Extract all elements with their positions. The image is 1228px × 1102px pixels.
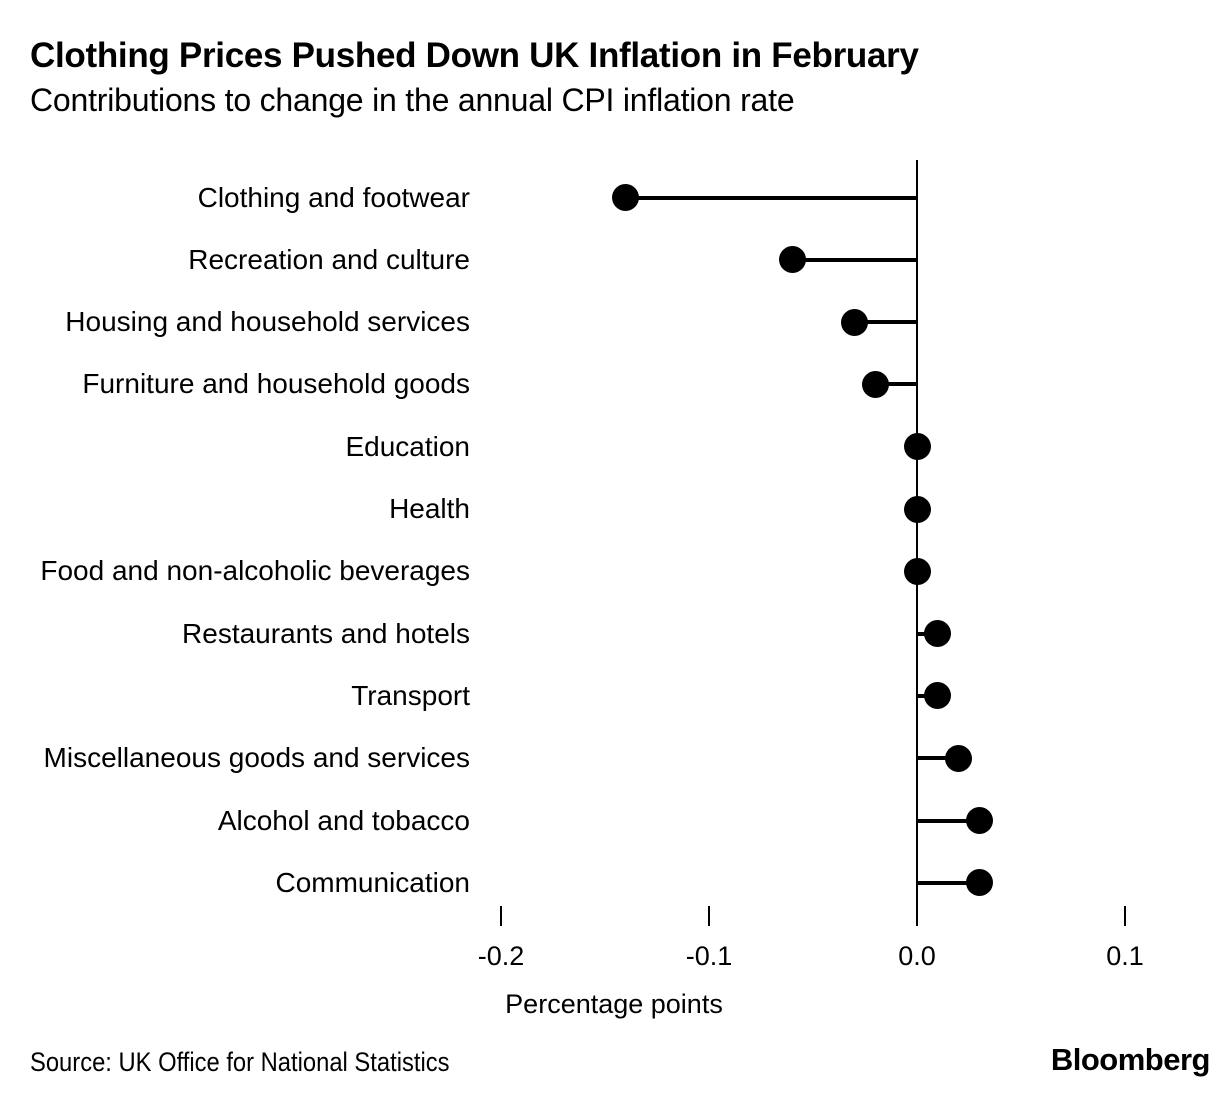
lollipop-dot xyxy=(924,620,952,648)
lollipop-dot xyxy=(903,495,931,523)
lollipop-dot xyxy=(903,433,931,461)
category-label-furniture-and-household-goods: Furniture and household goods xyxy=(82,368,470,400)
lollipop-dot xyxy=(965,869,993,897)
category-label-clothing-and-footwear: Clothing and footwear xyxy=(197,181,470,213)
lollipop-dot xyxy=(612,184,640,211)
lollipop-dot xyxy=(861,370,889,398)
lollipop-stem xyxy=(625,195,917,200)
lollipop-dot xyxy=(965,807,993,834)
x-tick-label: -0.2 xyxy=(477,941,525,971)
x-tick xyxy=(708,906,710,926)
x-tick xyxy=(500,906,502,926)
lollipop-dot xyxy=(924,682,952,710)
category-label-health: Health xyxy=(389,493,470,524)
category-label-education: Education xyxy=(345,430,470,462)
category-label-housing-and-household-services: Housing and household services xyxy=(65,306,470,338)
chart-title: Clothing Prices Pushed Down UK Inflation… xyxy=(30,36,919,75)
chart-subtitle: Contributions to change in the annual CP… xyxy=(30,82,795,118)
x-tick xyxy=(1124,906,1126,926)
zero-axis-line xyxy=(916,160,918,926)
x-tick-label: 0.0 xyxy=(898,941,936,971)
lollipop-dot xyxy=(903,557,931,585)
category-label-food-and-non-alcoholic-beverages: Food and non-alcoholic beverages xyxy=(40,555,470,587)
category-label-alcohol-and-tobacco: Alcohol and tobacco xyxy=(217,804,470,836)
bloomberg-logo: Bloomberg xyxy=(1050,1042,1211,1077)
lollipop-dot xyxy=(778,246,806,274)
lollipop-stem xyxy=(917,818,980,823)
x-axis-title: Percentage points xyxy=(505,989,723,1019)
lollipop-stem xyxy=(917,756,959,761)
category-label-transport: Transport xyxy=(351,679,470,711)
x-tick-label: 0.1 xyxy=(1106,941,1144,971)
source-note: Source: UK Office for National Statistic… xyxy=(30,1047,450,1077)
category-label-communication: Communication xyxy=(275,866,470,898)
category-label-recreation-and-culture: Recreation and culture xyxy=(188,243,470,275)
lollipop-stem xyxy=(917,880,980,885)
lollipop-dot xyxy=(945,744,973,772)
lollipop-stem xyxy=(854,320,917,325)
lollipop-stem xyxy=(792,257,917,262)
x-tick-label: -0.1 xyxy=(685,941,733,971)
lollipop-dot xyxy=(841,308,869,336)
lollipop-stem xyxy=(875,382,917,387)
category-label-miscellaneous-goods-and-services: Miscellaneous goods and services xyxy=(43,742,470,774)
category-label-restaurants-and-hotels: Restaurants and hotels xyxy=(182,617,470,649)
